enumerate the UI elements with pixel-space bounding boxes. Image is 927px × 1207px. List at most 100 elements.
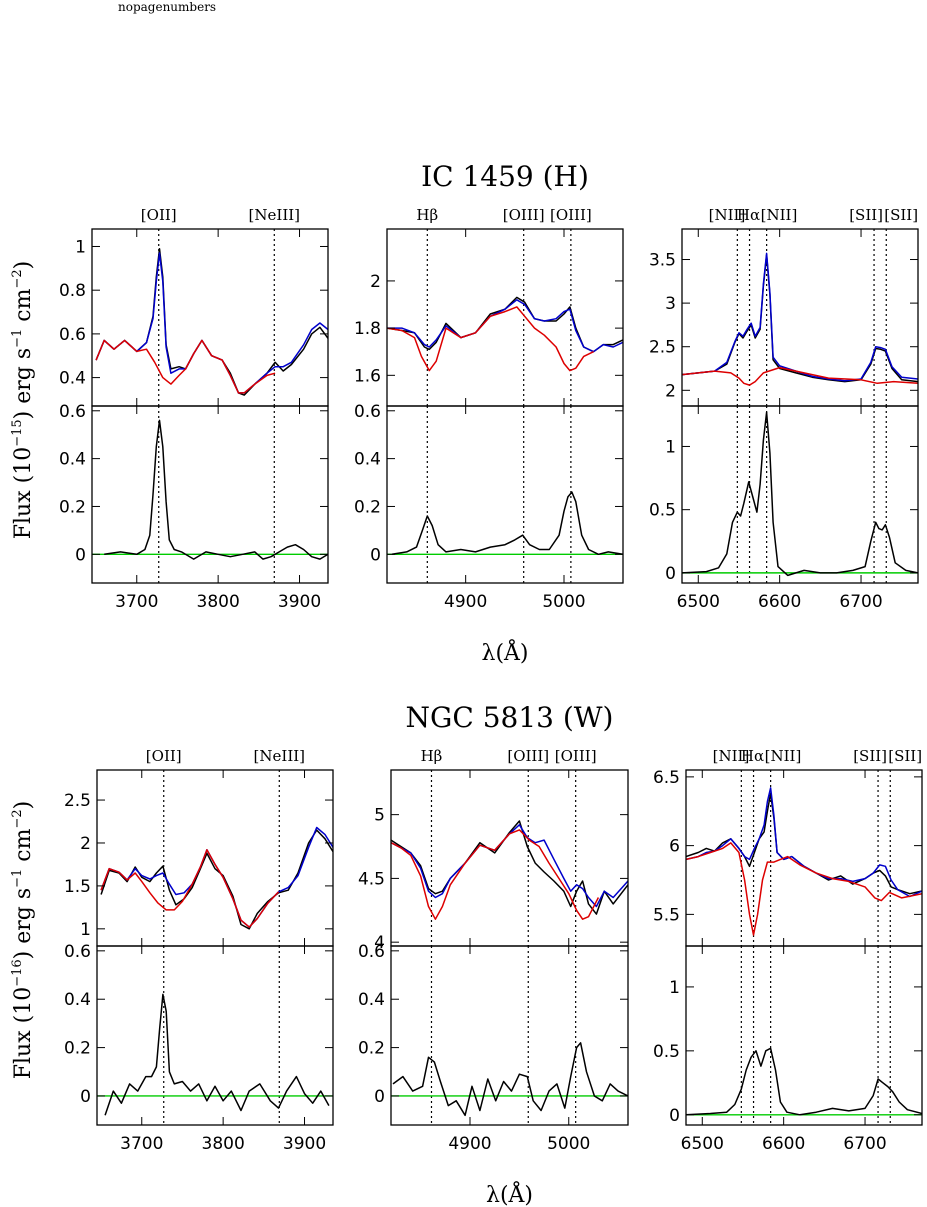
x-tick-label: 3900 bbox=[278, 592, 321, 612]
x-tick-label: 3700 bbox=[120, 1134, 163, 1154]
y-tick-label: 0 bbox=[75, 545, 86, 565]
series-line bbox=[686, 787, 922, 898]
emission-line-label: [SII] bbox=[884, 206, 918, 224]
x-tick-label: 5000 bbox=[542, 592, 585, 612]
emission-line-label: [SII] bbox=[849, 206, 883, 224]
y-tick-label: 0.2 bbox=[354, 497, 381, 517]
panel-3: 2 2.5 3 3.5 0 0.5 1 6500 6600 6700 [NII]Hα [NII] [SI… bbox=[649, 206, 919, 612]
y-tick-label: 0 bbox=[669, 1106, 680, 1126]
y-axis-label-part: ) erg s bbox=[11, 348, 36, 419]
y-tick-label: 6 bbox=[669, 837, 680, 857]
emission-line-label: [OII] bbox=[146, 747, 182, 765]
x-tick-label: 6700 bbox=[843, 1134, 886, 1154]
y-tick-label: 1 bbox=[80, 920, 91, 940]
x-tick-label: 6500 bbox=[677, 592, 720, 612]
series-line bbox=[686, 842, 922, 936]
series-line bbox=[100, 826, 333, 928]
panel-frame bbox=[386, 228, 624, 407]
y-tick-label: 0 bbox=[374, 1087, 385, 1107]
bottom-subplot: 0 0.2 0.4 0.6 4900 5000 bbox=[354, 402, 624, 612]
emission-line-label: Hα bbox=[737, 206, 760, 224]
emission-line-label: [OIII] bbox=[555, 747, 597, 765]
top-subplot: 1 1.5 2 2.5 bbox=[64, 769, 334, 947]
x-axis-label: λ(Å) bbox=[482, 638, 529, 666]
series-line bbox=[391, 491, 623, 556]
series-line bbox=[686, 1047, 922, 1116]
x-tick-label: 6700 bbox=[839, 592, 882, 612]
emission-line-label: [OIII] bbox=[507, 747, 549, 765]
x-tick-label: 4900 bbox=[444, 592, 487, 612]
series-line bbox=[682, 254, 918, 383]
y-axis-label-part: −2 bbox=[10, 269, 25, 288]
emission-line-label: [OII] bbox=[141, 206, 177, 224]
y-tick-label: 2 bbox=[665, 381, 676, 401]
y-tick-label: 0.4 bbox=[358, 990, 385, 1010]
series-line bbox=[100, 849, 280, 928]
chart-title: IC 1459 (H) bbox=[421, 160, 589, 193]
top-subplot: 5.5 6 6.5 bbox=[653, 768, 923, 947]
chart-1: IC 1459 (H) λ(Å) Flux (10−15) erg s−1 cm−2… bbox=[10, 160, 919, 666]
series-line bbox=[95, 339, 276, 394]
y-axis-label-part: cm bbox=[11, 288, 36, 328]
panel-frame bbox=[96, 769, 334, 947]
series-line bbox=[95, 252, 328, 394]
y-tick-label: 0.6 bbox=[354, 402, 381, 422]
y-tick-label: 0.6 bbox=[59, 325, 86, 345]
panel-frame bbox=[681, 228, 919, 407]
emission-line-label: [NII] bbox=[713, 747, 750, 765]
y-tick-label: 0 bbox=[370, 545, 381, 565]
y-tick-label: 2 bbox=[80, 834, 91, 854]
panel-frame bbox=[390, 769, 629, 947]
y-tick-label: 0.8 bbox=[59, 281, 86, 301]
y-axis-label-part: Flux (10 bbox=[11, 447, 36, 539]
panel-frame bbox=[96, 945, 334, 1126]
x-tick-label: 3700 bbox=[115, 592, 158, 612]
bottom-subplot: 0 0.2 0.4 0.6 3700 3800 3900 bbox=[64, 942, 334, 1154]
y-tick-label: 0.4 bbox=[59, 450, 86, 470]
bottom-subplot: 0 0.5 1 6500 6600 6700 bbox=[653, 945, 923, 1154]
y-tick-label: 2.5 bbox=[64, 791, 91, 811]
bottom-subplot: 0 0.2 0.4 0.6 4900 5000 bbox=[358, 942, 629, 1154]
emission-line-label: [NII] bbox=[709, 206, 746, 224]
y-axis-label-part: −2 bbox=[10, 809, 25, 828]
y-axis-label-part: Flux (10 bbox=[11, 987, 36, 1079]
y-tick-label: 0.2 bbox=[358, 1039, 385, 1059]
y-tick-label: 1 bbox=[665, 437, 676, 457]
panel-frame bbox=[390, 945, 629, 1126]
y-tick-label: 3 bbox=[665, 294, 676, 314]
y-axis-label-part: cm bbox=[11, 828, 36, 868]
emission-line-label: [NeIII] bbox=[249, 206, 300, 224]
y-axis-label-part: −1 bbox=[10, 869, 25, 888]
y-tick-label: 0.4 bbox=[64, 990, 91, 1010]
x-tick-label: 5000 bbox=[547, 1134, 590, 1154]
y-tick-label: 1.5 bbox=[64, 877, 91, 897]
x-tick-label: 3800 bbox=[197, 592, 240, 612]
y-tick-label: 0 bbox=[80, 1087, 91, 1107]
header-text: nopagenumbers bbox=[118, 0, 217, 14]
emission-line-label: Hβ bbox=[421, 747, 443, 765]
top-subplot: 1.6 1.8 2 bbox=[354, 228, 624, 407]
y-axis-label-part: ) erg s bbox=[11, 888, 36, 959]
series-line bbox=[682, 366, 918, 386]
chart-2: NGC 5813 (W) λ(Å) Flux (10−16) erg s−1 cm−… bbox=[10, 701, 923, 1207]
panel-frame bbox=[91, 405, 329, 584]
top-subplot: 44.55 bbox=[358, 769, 629, 953]
x-tick-label: 6600 bbox=[758, 592, 801, 612]
emission-line-label: [SII] bbox=[853, 747, 887, 765]
x-tick-label: 6600 bbox=[762, 1134, 805, 1154]
y-axis-label-part: ) bbox=[11, 801, 36, 810]
y-tick-label: 1.8 bbox=[354, 319, 381, 339]
y-tick-label: 5.5 bbox=[653, 905, 680, 925]
series-line bbox=[95, 247, 328, 396]
series-line bbox=[387, 306, 594, 372]
panel-1: 1 1.5 2 2.5 0 0.2 0.4 0.6 3700 3800 3900 [OII] [NeII… bbox=[64, 747, 334, 1154]
y-tick-label: 5 bbox=[374, 806, 385, 826]
emission-line-label: [NII] bbox=[765, 747, 802, 765]
y-tick-label: 0.5 bbox=[649, 501, 676, 521]
emission-line-label: [OIII] bbox=[550, 206, 592, 224]
top-subplot: 0.4 0.6 0.8 1 bbox=[59, 228, 329, 407]
panel-1: 0.4 0.6 0.8 1 0 0.2 0.4 0.6 3700 3800 3900 [OII] [Ne… bbox=[59, 206, 329, 612]
emission-line-label: [SII] bbox=[888, 747, 922, 765]
series-line bbox=[100, 829, 333, 930]
